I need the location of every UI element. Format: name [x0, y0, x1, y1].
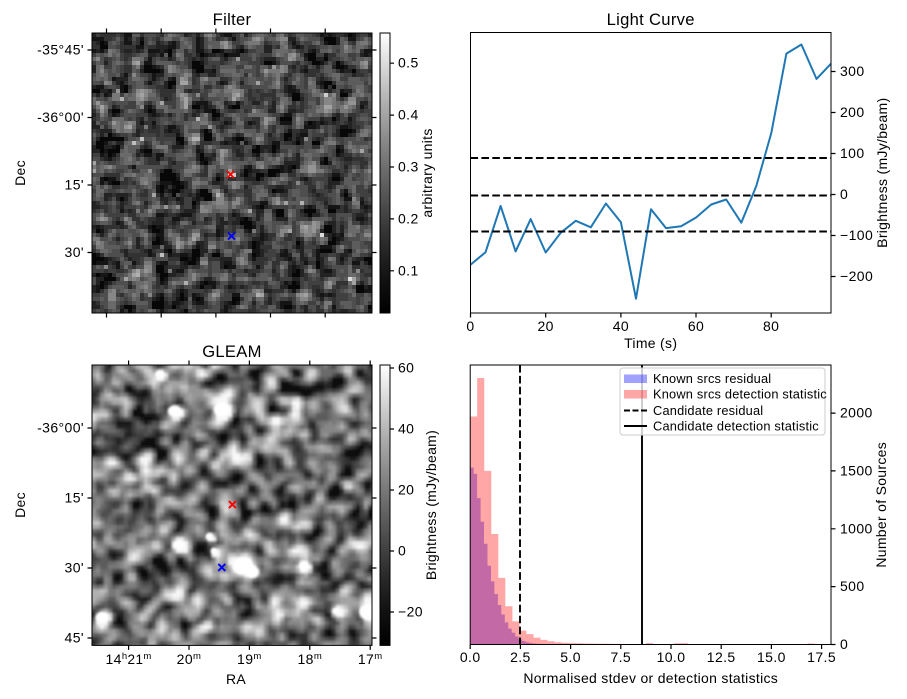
svg-text:7.5: 7.5 — [610, 649, 631, 665]
svg-text:40: 40 — [398, 421, 414, 437]
svg-text:20: 20 — [538, 318, 554, 334]
svg-text:0: 0 — [466, 318, 474, 334]
svg-text:18m: 18m — [297, 651, 322, 667]
svg-text:40: 40 — [613, 318, 629, 334]
svg-text:−100: −100 — [840, 227, 873, 243]
svg-text:0.1: 0.1 — [398, 262, 419, 278]
svg-text:60: 60 — [398, 360, 414, 376]
svg-text:Known srcs residual: Known srcs residual — [653, 371, 771, 386]
svg-text:60: 60 — [688, 318, 704, 334]
svg-text:20m: 20m — [177, 651, 202, 667]
svg-text:Candidate detection statistic: Candidate detection statistic — [653, 419, 819, 434]
svg-text:30': 30' — [65, 244, 84, 260]
svg-text:Brightness (mJy/beam): Brightness (mJy/beam) — [874, 98, 890, 248]
svg-text:Normalised stdev or detection: Normalised stdev or detection statistics — [523, 670, 778, 686]
svg-text:2000: 2000 — [840, 405, 873, 421]
svg-text:Candidate residual: Candidate residual — [653, 403, 763, 418]
svg-text:300: 300 — [840, 63, 865, 79]
svg-text:Number of Sources: Number of Sources — [873, 442, 889, 568]
svg-text:−20: −20 — [398, 604, 423, 620]
svg-text:RA: RA — [226, 671, 246, 687]
svg-text:0.5: 0.5 — [398, 55, 419, 71]
svg-text:-35°45': -35°45' — [37, 42, 84, 58]
svg-text:-36°00': -36°00' — [37, 109, 84, 125]
svg-text:15': 15' — [65, 490, 84, 506]
svg-text:Dec: Dec — [12, 160, 28, 186]
svg-text:15.0: 15.0 — [757, 649, 786, 665]
svg-text:1500: 1500 — [840, 462, 873, 478]
svg-text:Brightness (mJy/beam): Brightness (mJy/beam) — [423, 430, 439, 580]
svg-text:Known srcs detection statistic: Known srcs detection statistic — [653, 387, 827, 402]
svg-text:15': 15' — [65, 177, 84, 193]
svg-text:0: 0 — [840, 186, 848, 202]
svg-text:19m: 19m — [237, 651, 262, 667]
svg-text:0: 0 — [840, 636, 848, 652]
svg-text:10.0: 10.0 — [657, 649, 686, 665]
svg-text:Dec: Dec — [12, 492, 28, 518]
svg-text:1000: 1000 — [840, 520, 873, 536]
svg-text:0.4: 0.4 — [398, 107, 419, 123]
svg-text:Filter: Filter — [213, 10, 252, 29]
svg-text:45': 45' — [65, 630, 84, 646]
svg-text:200: 200 — [840, 104, 865, 120]
svg-text:5.0: 5.0 — [560, 649, 581, 665]
svg-text:100: 100 — [840, 145, 865, 161]
svg-text:500: 500 — [840, 578, 865, 594]
svg-text:17m: 17m — [358, 651, 383, 667]
svg-text:30': 30' — [65, 560, 84, 576]
svg-text:0.0: 0.0 — [460, 649, 481, 665]
svg-text:GLEAM: GLEAM — [202, 342, 262, 361]
svg-text:Time (s): Time (s) — [624, 335, 677, 351]
svg-text:80: 80 — [763, 318, 779, 334]
svg-text:14h21m: 14h21m — [105, 651, 151, 667]
svg-text:2.5: 2.5 — [510, 649, 531, 665]
svg-text:0: 0 — [398, 543, 406, 559]
svg-text:−200: −200 — [840, 268, 873, 284]
svg-text:20: 20 — [398, 482, 414, 498]
svg-text:-36°00': -36°00' — [37, 420, 84, 436]
svg-text:17.5: 17.5 — [807, 649, 836, 665]
svg-text:0.3: 0.3 — [398, 159, 419, 175]
svg-text:12.5: 12.5 — [707, 649, 736, 665]
svg-text:Light Curve: Light Curve — [607, 10, 695, 29]
svg-text:0.2: 0.2 — [398, 210, 419, 226]
svg-text:arbitrary units: arbitrary units — [419, 128, 435, 217]
